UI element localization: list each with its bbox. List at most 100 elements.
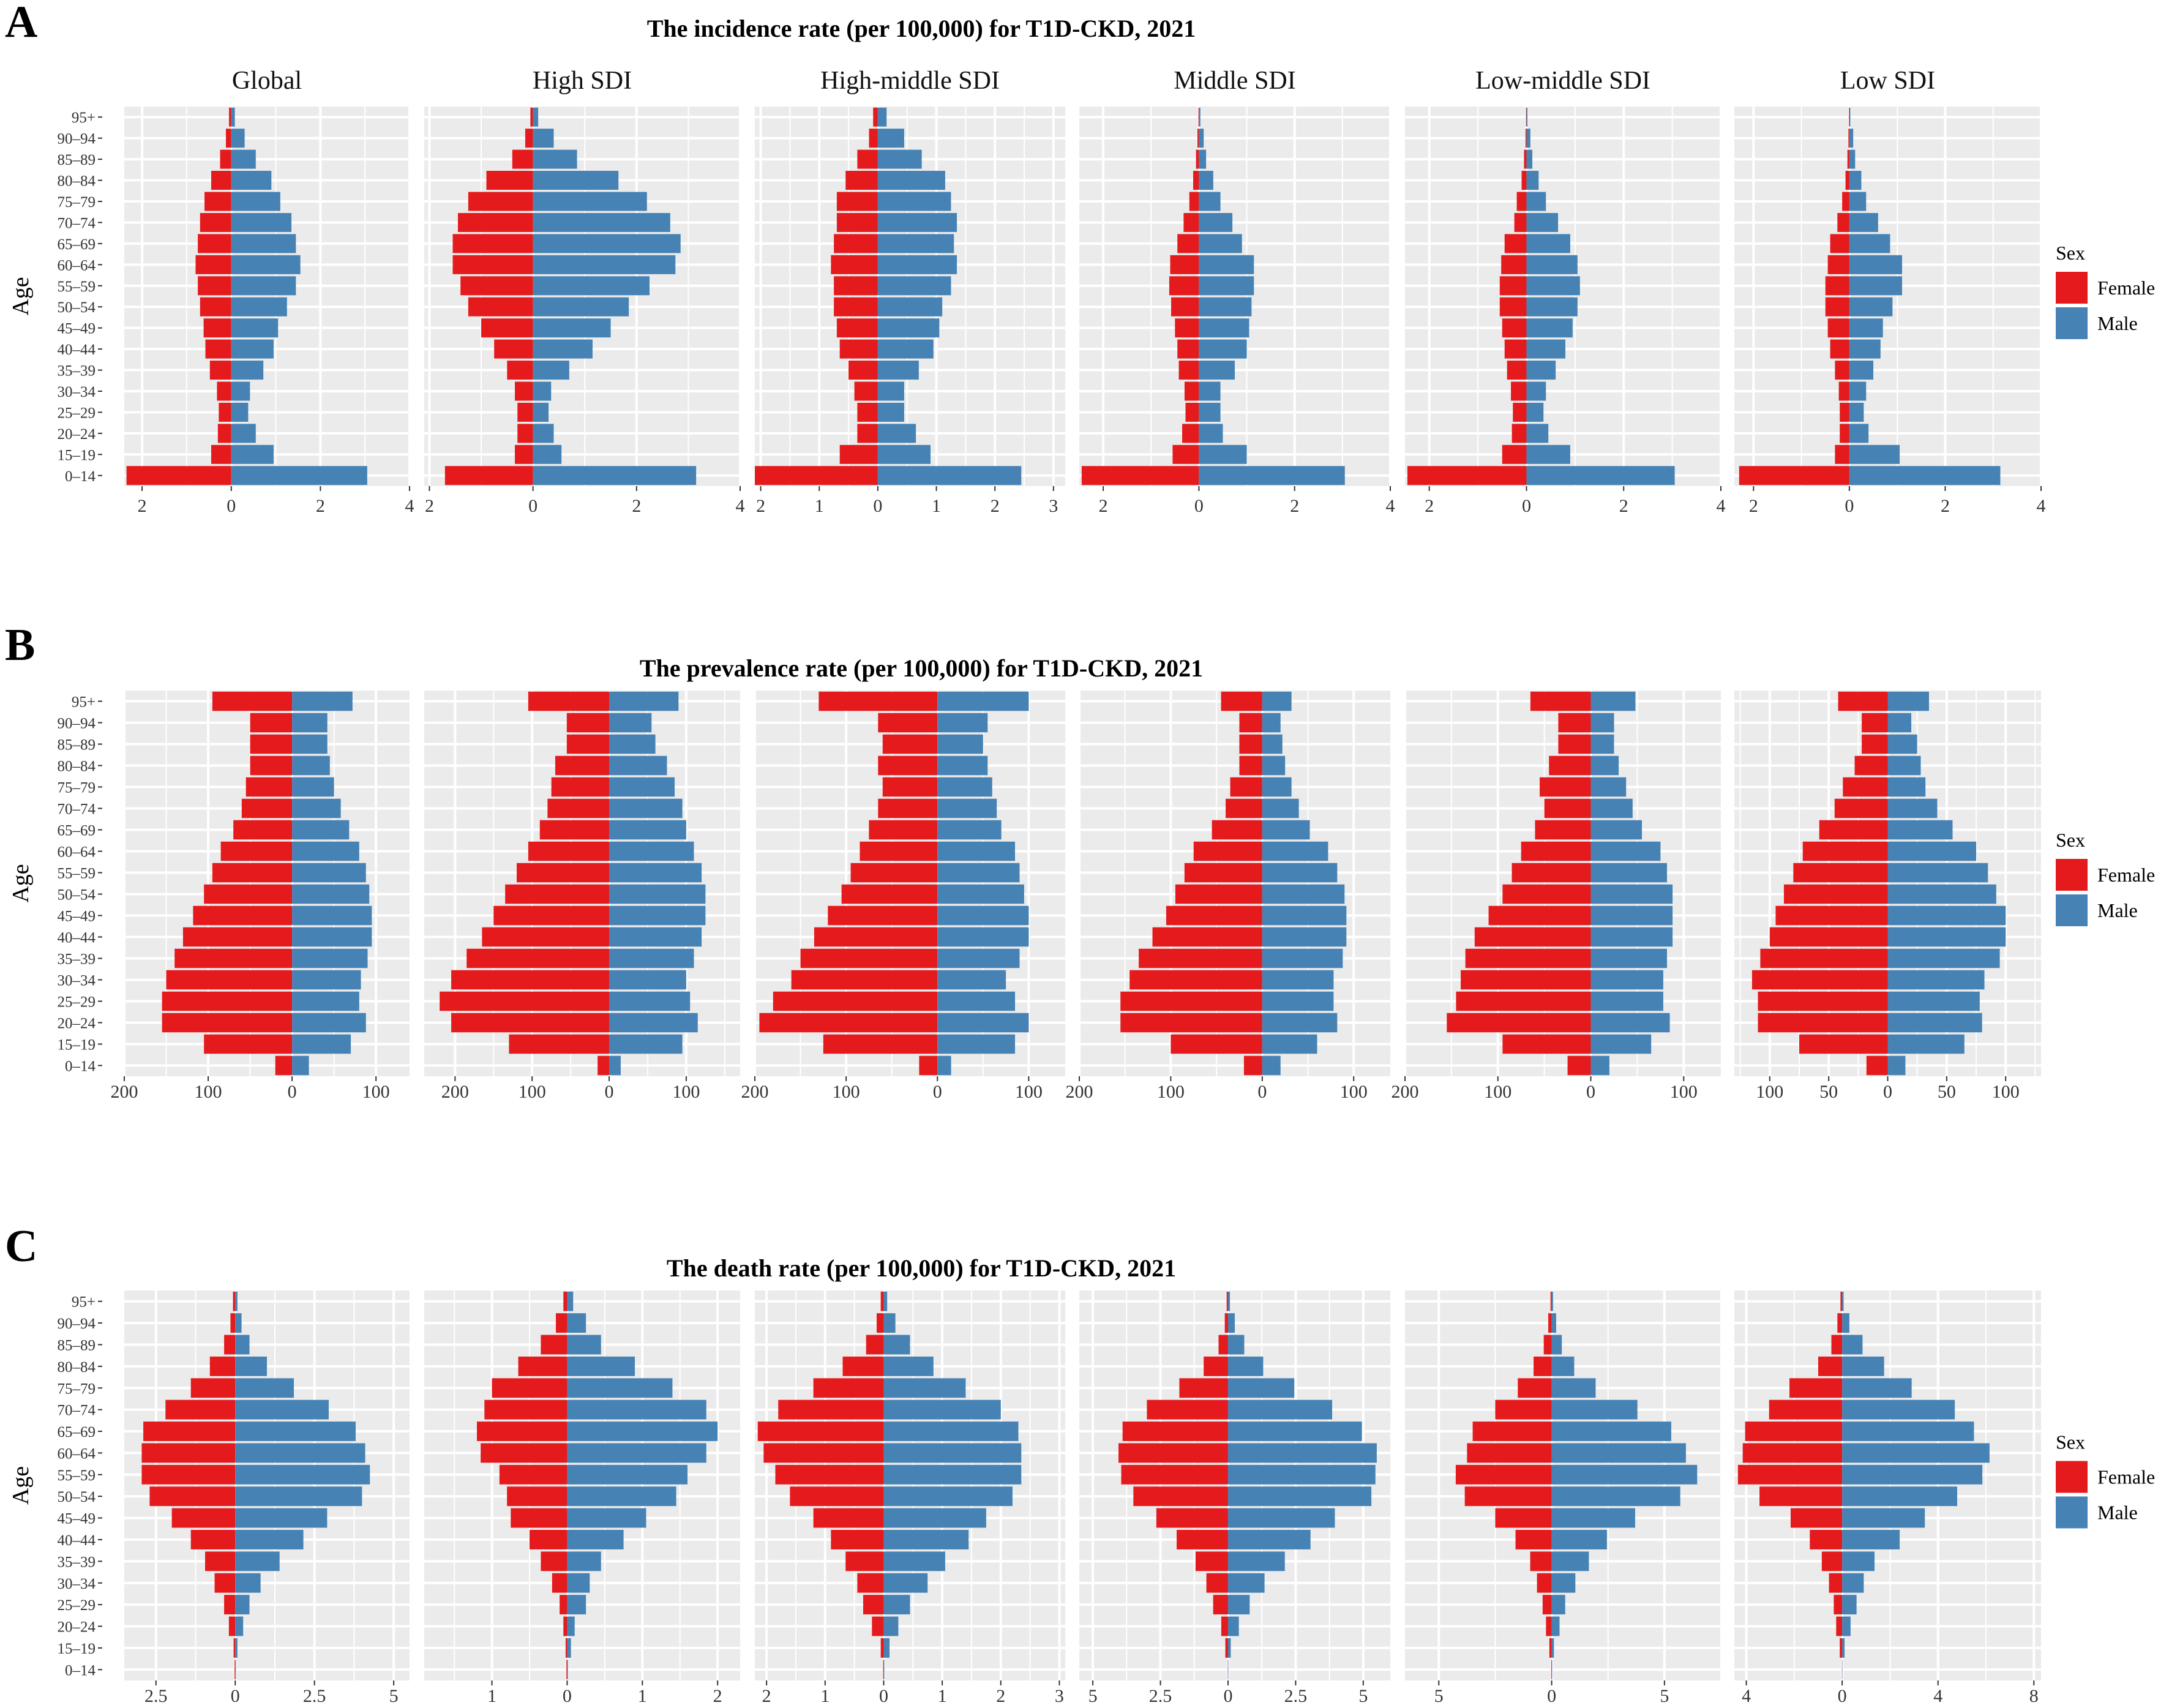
- bar-female: [1177, 1530, 1228, 1549]
- x-tick-label: 4: [1742, 1686, 1751, 1706]
- bar-male: [1842, 1595, 1857, 1615]
- x-tick-label: 0: [1257, 1082, 1267, 1102]
- bar-male: [567, 1291, 574, 1311]
- age-tick-label: 80–84: [58, 758, 96, 775]
- bar-male: [231, 171, 272, 190]
- bar-female: [1504, 339, 1527, 359]
- bar-male: [292, 777, 334, 797]
- bar-male: [1842, 1464, 1983, 1485]
- panel-background: [124, 107, 410, 486]
- bar-male: [1526, 255, 1578, 274]
- bar-female: [451, 970, 610, 990]
- bar-female: [854, 381, 878, 401]
- age-tick-label: 90–94: [58, 131, 96, 148]
- bar-female: [228, 1616, 236, 1636]
- age-tick-label: 45–49: [58, 321, 96, 337]
- bar-female: [1829, 1573, 1843, 1593]
- x-tick-label: 2: [1290, 496, 1299, 516]
- bar-male: [1227, 1335, 1245, 1355]
- bar-female: [1184, 381, 1199, 401]
- bar-male: [1887, 863, 1988, 883]
- bar-female: [1169, 276, 1199, 296]
- panel-background: [1079, 691, 1390, 1076]
- age-tick-label: 25–29: [58, 405, 96, 421]
- bar-male: [1842, 1356, 1884, 1376]
- bar-male: [937, 970, 1006, 990]
- bar-male: [533, 276, 650, 296]
- bar-male: [231, 212, 292, 232]
- bar-male: [231, 149, 256, 169]
- bar-female: [486, 171, 533, 190]
- bar-male: [1887, 1034, 1965, 1054]
- age-tick-label: 30–34: [58, 1576, 96, 1592]
- x-tick-label: 100: [1340, 1082, 1368, 1102]
- bar-female: [250, 713, 293, 733]
- bar-male: [883, 1291, 888, 1311]
- age-tick-label: 0–14: [65, 468, 96, 485]
- bar-male: [877, 466, 1022, 485]
- bar-female: [1845, 171, 1849, 190]
- bar-male: [1849, 107, 1851, 127]
- bar-female: [1758, 1013, 1888, 1033]
- bar-male: [1526, 466, 1675, 485]
- age-tick-label: 85–89: [58, 152, 96, 168]
- panel-title: The prevalence rate (per 100,000) for T1…: [640, 654, 1203, 682]
- bar-female: [511, 1508, 568, 1528]
- bar-male: [877, 107, 887, 127]
- bar-male: [235, 1551, 280, 1571]
- bar-male: [1227, 1573, 1265, 1593]
- bar-male: [1199, 129, 1204, 148]
- bar-female: [1495, 1399, 1552, 1420]
- bar-female: [878, 798, 938, 818]
- legend-label-female: Female: [2097, 864, 2155, 886]
- bar-male: [1590, 777, 1627, 797]
- bar-female: [481, 318, 533, 338]
- x-tick-label: 0: [879, 1686, 888, 1706]
- bar-female: [598, 1055, 610, 1076]
- bar-male: [1526, 381, 1546, 401]
- bar-male: [609, 905, 706, 926]
- bar-female: [1193, 841, 1262, 861]
- bar-female: [556, 1313, 568, 1333]
- bar-male: [533, 361, 569, 380]
- bar-female: [211, 171, 231, 190]
- bar-female: [1862, 713, 1888, 733]
- bar-male: [883, 1660, 885, 1680]
- bar-female: [1183, 212, 1199, 232]
- bar-male: [1887, 991, 1980, 1011]
- bar-male: [292, 1034, 351, 1054]
- bar-female: [182, 927, 293, 947]
- region-high-sdi: 1 0 1 2: [424, 1290, 740, 1706]
- region-middle-sdi: 5 2.5 0 2.5 5: [1079, 1290, 1390, 1706]
- bar-male: [231, 255, 301, 274]
- bar-female: [224, 1335, 236, 1355]
- bar-female: [226, 129, 231, 148]
- bar-male: [292, 1013, 366, 1033]
- bar-female: [141, 1443, 236, 1463]
- bar-female: [1502, 1034, 1591, 1054]
- bar-female: [203, 318, 231, 338]
- bar-male: [235, 1356, 267, 1376]
- column-title: Low SDI: [1840, 67, 1935, 95]
- bar-male: [235, 1595, 250, 1615]
- bar-male: [235, 1660, 236, 1680]
- bar-male: [1842, 1399, 1955, 1420]
- bar-female: [205, 339, 231, 359]
- bar-female: [1152, 927, 1262, 947]
- bar-female: [563, 1616, 568, 1636]
- age-tick-label: 35–39: [58, 951, 96, 968]
- age-tick-label: 55–59: [58, 1467, 96, 1484]
- bar-female: [1230, 777, 1262, 797]
- bar-female: [828, 905, 938, 926]
- bar-female: [220, 841, 293, 861]
- bar-female: [845, 171, 878, 190]
- x-tick-label: 3: [1049, 496, 1058, 516]
- bar-female: [857, 402, 878, 422]
- bar-female: [1218, 1335, 1228, 1355]
- age-tick-label: 45–49: [58, 908, 96, 925]
- bar-male: [1551, 1464, 1698, 1485]
- bar-male: [533, 318, 611, 338]
- x-tick-label: 100: [833, 1082, 860, 1102]
- bar-male: [937, 863, 1020, 883]
- bar-male: [1551, 1313, 1556, 1333]
